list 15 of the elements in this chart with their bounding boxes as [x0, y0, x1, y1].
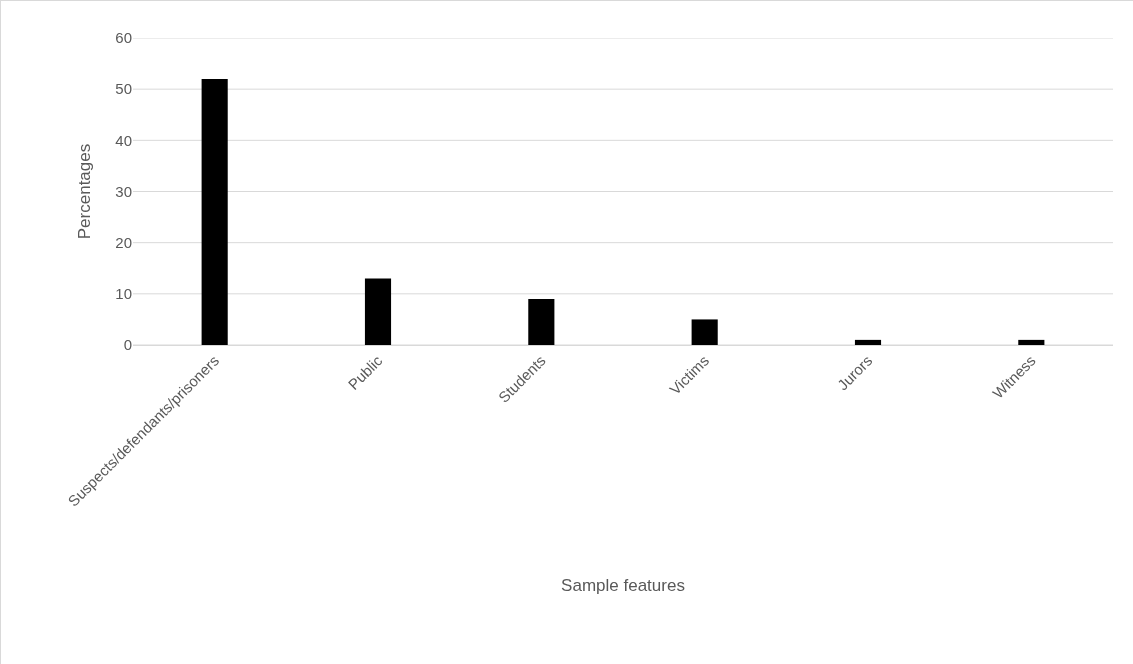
x-axis-title: Sample features [561, 575, 685, 595]
bar [528, 298, 555, 345]
bar [201, 78, 228, 345]
y-tick-label: 40 [115, 131, 132, 149]
bar [854, 339, 882, 345]
y-tick-label: 0 [123, 336, 132, 354]
y-tick-label: 10 [115, 285, 132, 303]
y-tick-label: 50 [115, 80, 132, 98]
y-tick-label: 60 [115, 29, 132, 47]
bar [364, 278, 392, 345]
y-axis-title: Percentages [74, 143, 94, 240]
y-tick-label: 30 [115, 182, 132, 200]
bar [1018, 339, 1045, 345]
y-tick-label: 20 [115, 233, 132, 251]
bar [691, 319, 718, 345]
